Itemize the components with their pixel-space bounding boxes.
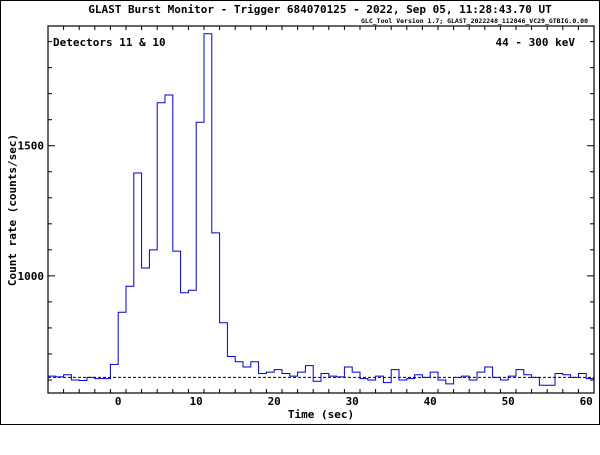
x-tick-label: 20 [268,395,281,408]
x-tick-label: 10 [190,395,203,408]
series-layer [48,33,594,386]
x-tick-label: 40 [424,395,437,408]
outer-border [0,0,600,425]
chart-title: GLAST Burst Monitor - Trigger 684070125 … [88,3,552,16]
x-tick-label: 30 [346,395,359,408]
x-tick-label: 0 [115,395,122,408]
plot-frame [47,25,595,394]
y-tick-label: 1500 [18,140,45,153]
detectors-label: Detectors 11 & 10 [53,36,166,49]
y-axis-label: Count rate (counts/sec) [6,134,19,286]
energy-label: 44 - 300 keV [496,36,576,49]
ticks-layer: 0 10 20 30 40 50 60 1000 1500 [18,26,595,408]
chart-subtitle: GLC_Tool Version 1.7; GLAST_2022248_1128… [361,17,588,25]
count-rate-series [48,33,594,386]
x-tick-label: 60 [580,395,593,408]
x-tick-label: 50 [502,395,515,408]
x-axis-label: Time (sec) [288,408,354,421]
y-tick-label: 1000 [18,270,45,283]
